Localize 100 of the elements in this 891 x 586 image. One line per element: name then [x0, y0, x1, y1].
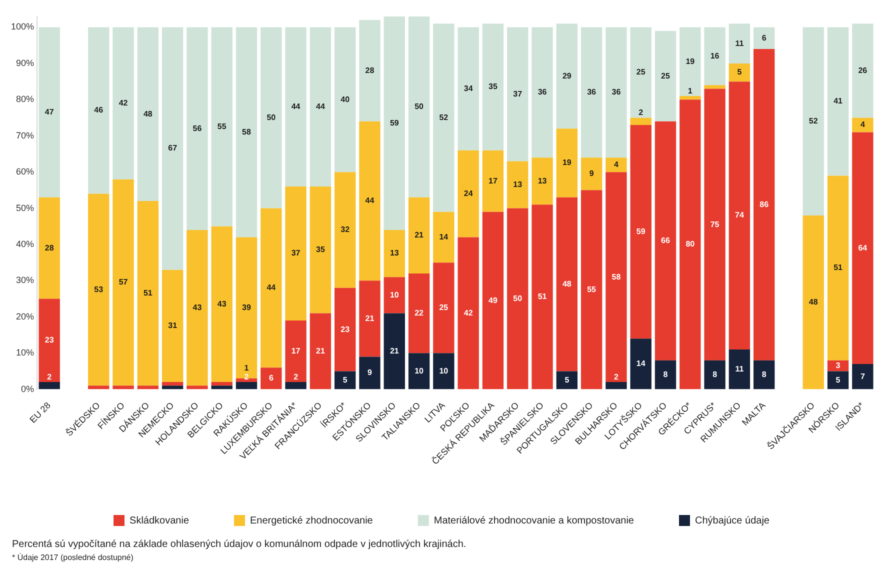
bar [827, 176, 849, 360]
bar [704, 85, 726, 89]
data-label: 41 [834, 96, 844, 106]
data-label: 21 [316, 346, 326, 356]
bar [186, 27, 208, 230]
bar [162, 270, 184, 382]
bar [359, 356, 380, 390]
data-label: 25 [636, 68, 646, 77]
bar [38, 197, 60, 299]
bar [211, 226, 232, 382]
data-label: 4 [860, 120, 866, 130]
legend-label: Chýbajúce údaje [694, 515, 770, 526]
bar [728, 24, 750, 64]
bar [236, 27, 258, 238]
data-label: 56 [192, 124, 202, 133]
data-label: 58 [242, 127, 252, 136]
bar [162, 386, 184, 390]
bar [507, 27, 528, 162]
data-label: 14 [439, 232, 449, 242]
bar [606, 27, 627, 158]
data-label: 6 [268, 374, 274, 383]
bar [310, 27, 332, 187]
data-label: 47 [44, 108, 54, 117]
bar [630, 125, 652, 339]
data-label: 48 [808, 298, 818, 307]
bar [728, 82, 750, 350]
data-label: 9 [589, 169, 594, 178]
bar [728, 63, 750, 82]
data-label: 5 [836, 375, 841, 384]
data-label: 43 [192, 303, 202, 312]
y-tick-label: 0% [21, 384, 34, 394]
data-label: 55 [217, 122, 227, 132]
data-label: 50 [513, 294, 523, 303]
bar [580, 190, 602, 390]
y-tick-label: 50% [16, 202, 34, 213]
data-label: 80 [686, 240, 696, 249]
y-tick-label: 30% [16, 275, 34, 286]
bar [728, 349, 750, 390]
bar [630, 27, 652, 118]
bar [606, 382, 627, 390]
data-label: 8 [663, 370, 668, 380]
bar [236, 382, 258, 390]
data-label: 36 [538, 88, 548, 97]
bar [827, 371, 849, 390]
data-label: 48 [562, 280, 572, 289]
data-label: 28 [44, 243, 54, 252]
data-label: 29 [562, 71, 572, 80]
data-label: 43 [217, 299, 227, 308]
bar [359, 20, 380, 122]
data-label: 2 [294, 372, 299, 382]
bar [680, 27, 701, 96]
bar [137, 27, 159, 202]
bar [408, 16, 430, 198]
data-label: 2 [614, 372, 619, 382]
bar [112, 386, 134, 390]
data-label: 64 [858, 243, 868, 252]
bar [458, 150, 479, 238]
bar [852, 132, 874, 364]
data-label: 8 [762, 370, 767, 380]
bar [310, 313, 332, 390]
bar [334, 172, 356, 288]
data-label: 51 [538, 292, 548, 302]
y-tick-label: 100% [10, 22, 34, 32]
data-label: 52 [808, 116, 818, 126]
data-label: 52 [439, 112, 449, 122]
data-label: 48 [143, 109, 153, 118]
bar [852, 118, 874, 132]
bar [408, 273, 430, 354]
data-label: 44 [291, 102, 301, 112]
bar [580, 27, 602, 158]
data-label: 5 [564, 375, 570, 384]
data-label: 23 [44, 336, 54, 345]
bar [852, 364, 874, 390]
bar [433, 212, 454, 263]
data-label: 49 [488, 296, 498, 305]
bar [630, 338, 652, 390]
data-label: 3 [836, 360, 841, 370]
bar [433, 24, 454, 212]
data-label: 53 [94, 284, 104, 294]
bar [310, 186, 332, 314]
bar [482, 24, 504, 150]
bar [137, 386, 159, 390]
bar [606, 172, 627, 382]
bar [285, 382, 306, 390]
bar [285, 186, 306, 321]
bar [88, 27, 110, 194]
data-label: 4 [614, 160, 619, 170]
data-label: 17 [291, 346, 301, 356]
data-label: 9 [368, 368, 373, 378]
y-tick-label: 90% [16, 58, 34, 68]
bar [112, 27, 134, 180]
legend-label: Energetické zhodnocovanie [250, 515, 374, 526]
bar [211, 27, 232, 226]
bar [630, 118, 652, 126]
bar [285, 27, 306, 187]
bar [852, 24, 874, 118]
text: * Údaje 2017 (posledné dostupné) [11, 553, 134, 562]
bar [38, 382, 60, 390]
data-label: 32 [340, 225, 350, 234]
data-label: 44 [316, 102, 326, 112]
